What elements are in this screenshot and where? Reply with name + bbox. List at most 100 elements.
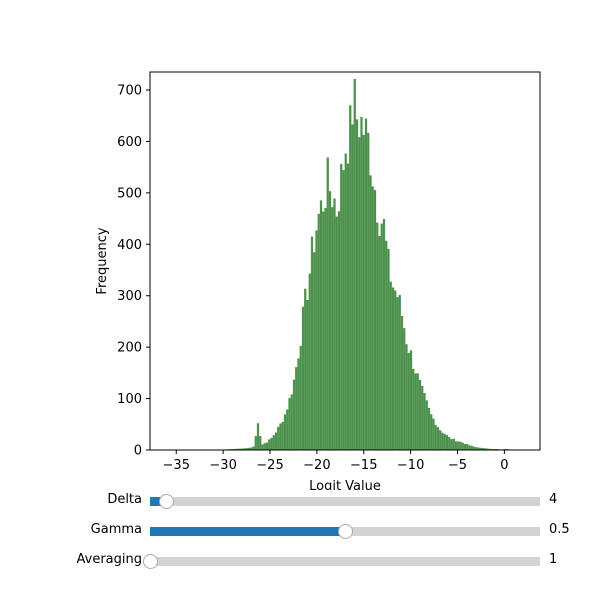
histogram-bar bbox=[448, 437, 451, 450]
histogram-bar bbox=[344, 153, 347, 451]
x-tick-label: −30 bbox=[209, 458, 236, 473]
histogram-bar bbox=[382, 218, 386, 450]
histogram-bar bbox=[333, 198, 336, 450]
histogram-bar bbox=[409, 350, 413, 450]
averaging-slider-row: Averaging 1 bbox=[0, 551, 600, 571]
histogram-bar bbox=[277, 426, 280, 450]
histogram-bar bbox=[436, 427, 440, 450]
histogram-bar bbox=[322, 211, 325, 450]
histogram-bar bbox=[364, 118, 368, 450]
histogram-bar bbox=[486, 448, 489, 450]
histogram-bar bbox=[416, 373, 419, 450]
averaging-slider-value: 1 bbox=[549, 552, 558, 567]
histogram-bar bbox=[481, 448, 485, 450]
histogram-bar bbox=[376, 222, 379, 450]
histogram-bar bbox=[398, 294, 401, 450]
histogram-bar bbox=[319, 200, 323, 450]
histogram-bar bbox=[380, 223, 383, 450]
histogram-bar bbox=[430, 414, 433, 450]
averaging-slider-handle[interactable] bbox=[143, 554, 158, 569]
histogram-bar bbox=[466, 443, 469, 450]
x-ticks: −35 −30 −25 −20 −15 −10 −5 0 bbox=[163, 450, 509, 473]
histogram-bar bbox=[423, 393, 426, 450]
histogram-bar bbox=[353, 78, 356, 450]
histogram-bar bbox=[475, 447, 478, 450]
histogram-bar bbox=[292, 379, 296, 450]
histogram-bar bbox=[378, 235, 381, 450]
histogram-bar bbox=[396, 297, 399, 450]
histogram-bar bbox=[351, 124, 354, 450]
histogram-bar bbox=[301, 306, 305, 450]
histogram-bar bbox=[394, 290, 397, 450]
gamma-slider-label: Gamma bbox=[90, 522, 142, 537]
histogram-bar bbox=[256, 423, 260, 450]
histogram-bar bbox=[443, 434, 446, 450]
averaging-slider-label: Averaging bbox=[76, 552, 143, 567]
histogram-bar bbox=[297, 358, 300, 450]
histogram-bar bbox=[299, 345, 302, 450]
histogram-bar bbox=[468, 445, 471, 450]
plot-frame bbox=[149, 71, 541, 451]
histogram-bar bbox=[313, 252, 316, 450]
x-tick-label: −25 bbox=[256, 458, 283, 473]
histogram-bar bbox=[358, 137, 361, 450]
histogram-bar bbox=[385, 240, 388, 450]
histogram-bar bbox=[281, 421, 284, 450]
histogram-bar bbox=[241, 448, 244, 450]
histogram-bar bbox=[288, 398, 291, 450]
delta-slider-value: 4 bbox=[549, 492, 558, 507]
histogram-bar bbox=[234, 448, 237, 450]
histogram-bar bbox=[452, 438, 455, 450]
y-tick-label: 700 bbox=[117, 84, 142, 99]
histogram-bar bbox=[308, 273, 311, 450]
histogram-bar bbox=[286, 409, 289, 450]
y-tick-label: 600 bbox=[117, 135, 142, 150]
histogram-bar bbox=[484, 448, 487, 450]
histogram-bar bbox=[387, 248, 390, 450]
histogram-bar bbox=[407, 352, 410, 450]
histogram-bar bbox=[427, 407, 431, 450]
gamma-slider-value: 0.5 bbox=[549, 522, 570, 537]
delta-slider-fill bbox=[150, 497, 166, 506]
delta-slider[interactable] bbox=[150, 494, 540, 509]
histogram-bar bbox=[232, 448, 235, 450]
histogram-bar bbox=[335, 216, 338, 450]
averaging-slider[interactable] bbox=[143, 554, 540, 569]
histogram-bar bbox=[493, 448, 496, 450]
x-tick-label: −35 bbox=[163, 458, 190, 473]
histogram-bar bbox=[315, 230, 318, 450]
histogram-bar bbox=[477, 447, 480, 450]
histogram-bar bbox=[265, 442, 269, 450]
histogram-bar bbox=[326, 157, 329, 451]
delta-slider-handle[interactable] bbox=[158, 494, 174, 509]
histogram-bar bbox=[425, 400, 428, 450]
histogram-bar bbox=[360, 117, 363, 451]
histogram-bar bbox=[272, 435, 275, 450]
histogram-bar bbox=[504, 448, 507, 450]
gamma-slider-handle[interactable] bbox=[338, 524, 353, 539]
y-tick-label: 100 bbox=[117, 392, 142, 407]
histogram-bar bbox=[450, 439, 453, 450]
histogram-bar bbox=[367, 132, 370, 450]
histogram-bar bbox=[252, 446, 255, 450]
histogram-bar bbox=[454, 441, 458, 450]
histogram-bar bbox=[331, 207, 334, 450]
gamma-slider[interactable] bbox=[150, 524, 540, 539]
histogram-bar bbox=[236, 448, 239, 450]
histogram-bar bbox=[405, 344, 408, 450]
x-axis-label: Logit Value bbox=[309, 479, 381, 490]
histogram-bar bbox=[274, 432, 278, 450]
histogram-bar bbox=[268, 439, 271, 450]
histogram-bar bbox=[461, 442, 464, 450]
histogram-bar bbox=[279, 423, 282, 450]
histogram-bar bbox=[295, 367, 298, 450]
delta-slider-row: Delta 4 bbox=[0, 491, 600, 511]
y-tick-label: 400 bbox=[117, 238, 142, 253]
histogram-bar bbox=[250, 447, 253, 450]
histogram-bar bbox=[463, 444, 467, 450]
histogram-bar bbox=[418, 379, 422, 450]
histogram-bar bbox=[263, 443, 266, 450]
histogram-bar bbox=[349, 105, 352, 450]
histogram-bar bbox=[369, 175, 372, 451]
x-tick-label: −10 bbox=[397, 458, 424, 473]
